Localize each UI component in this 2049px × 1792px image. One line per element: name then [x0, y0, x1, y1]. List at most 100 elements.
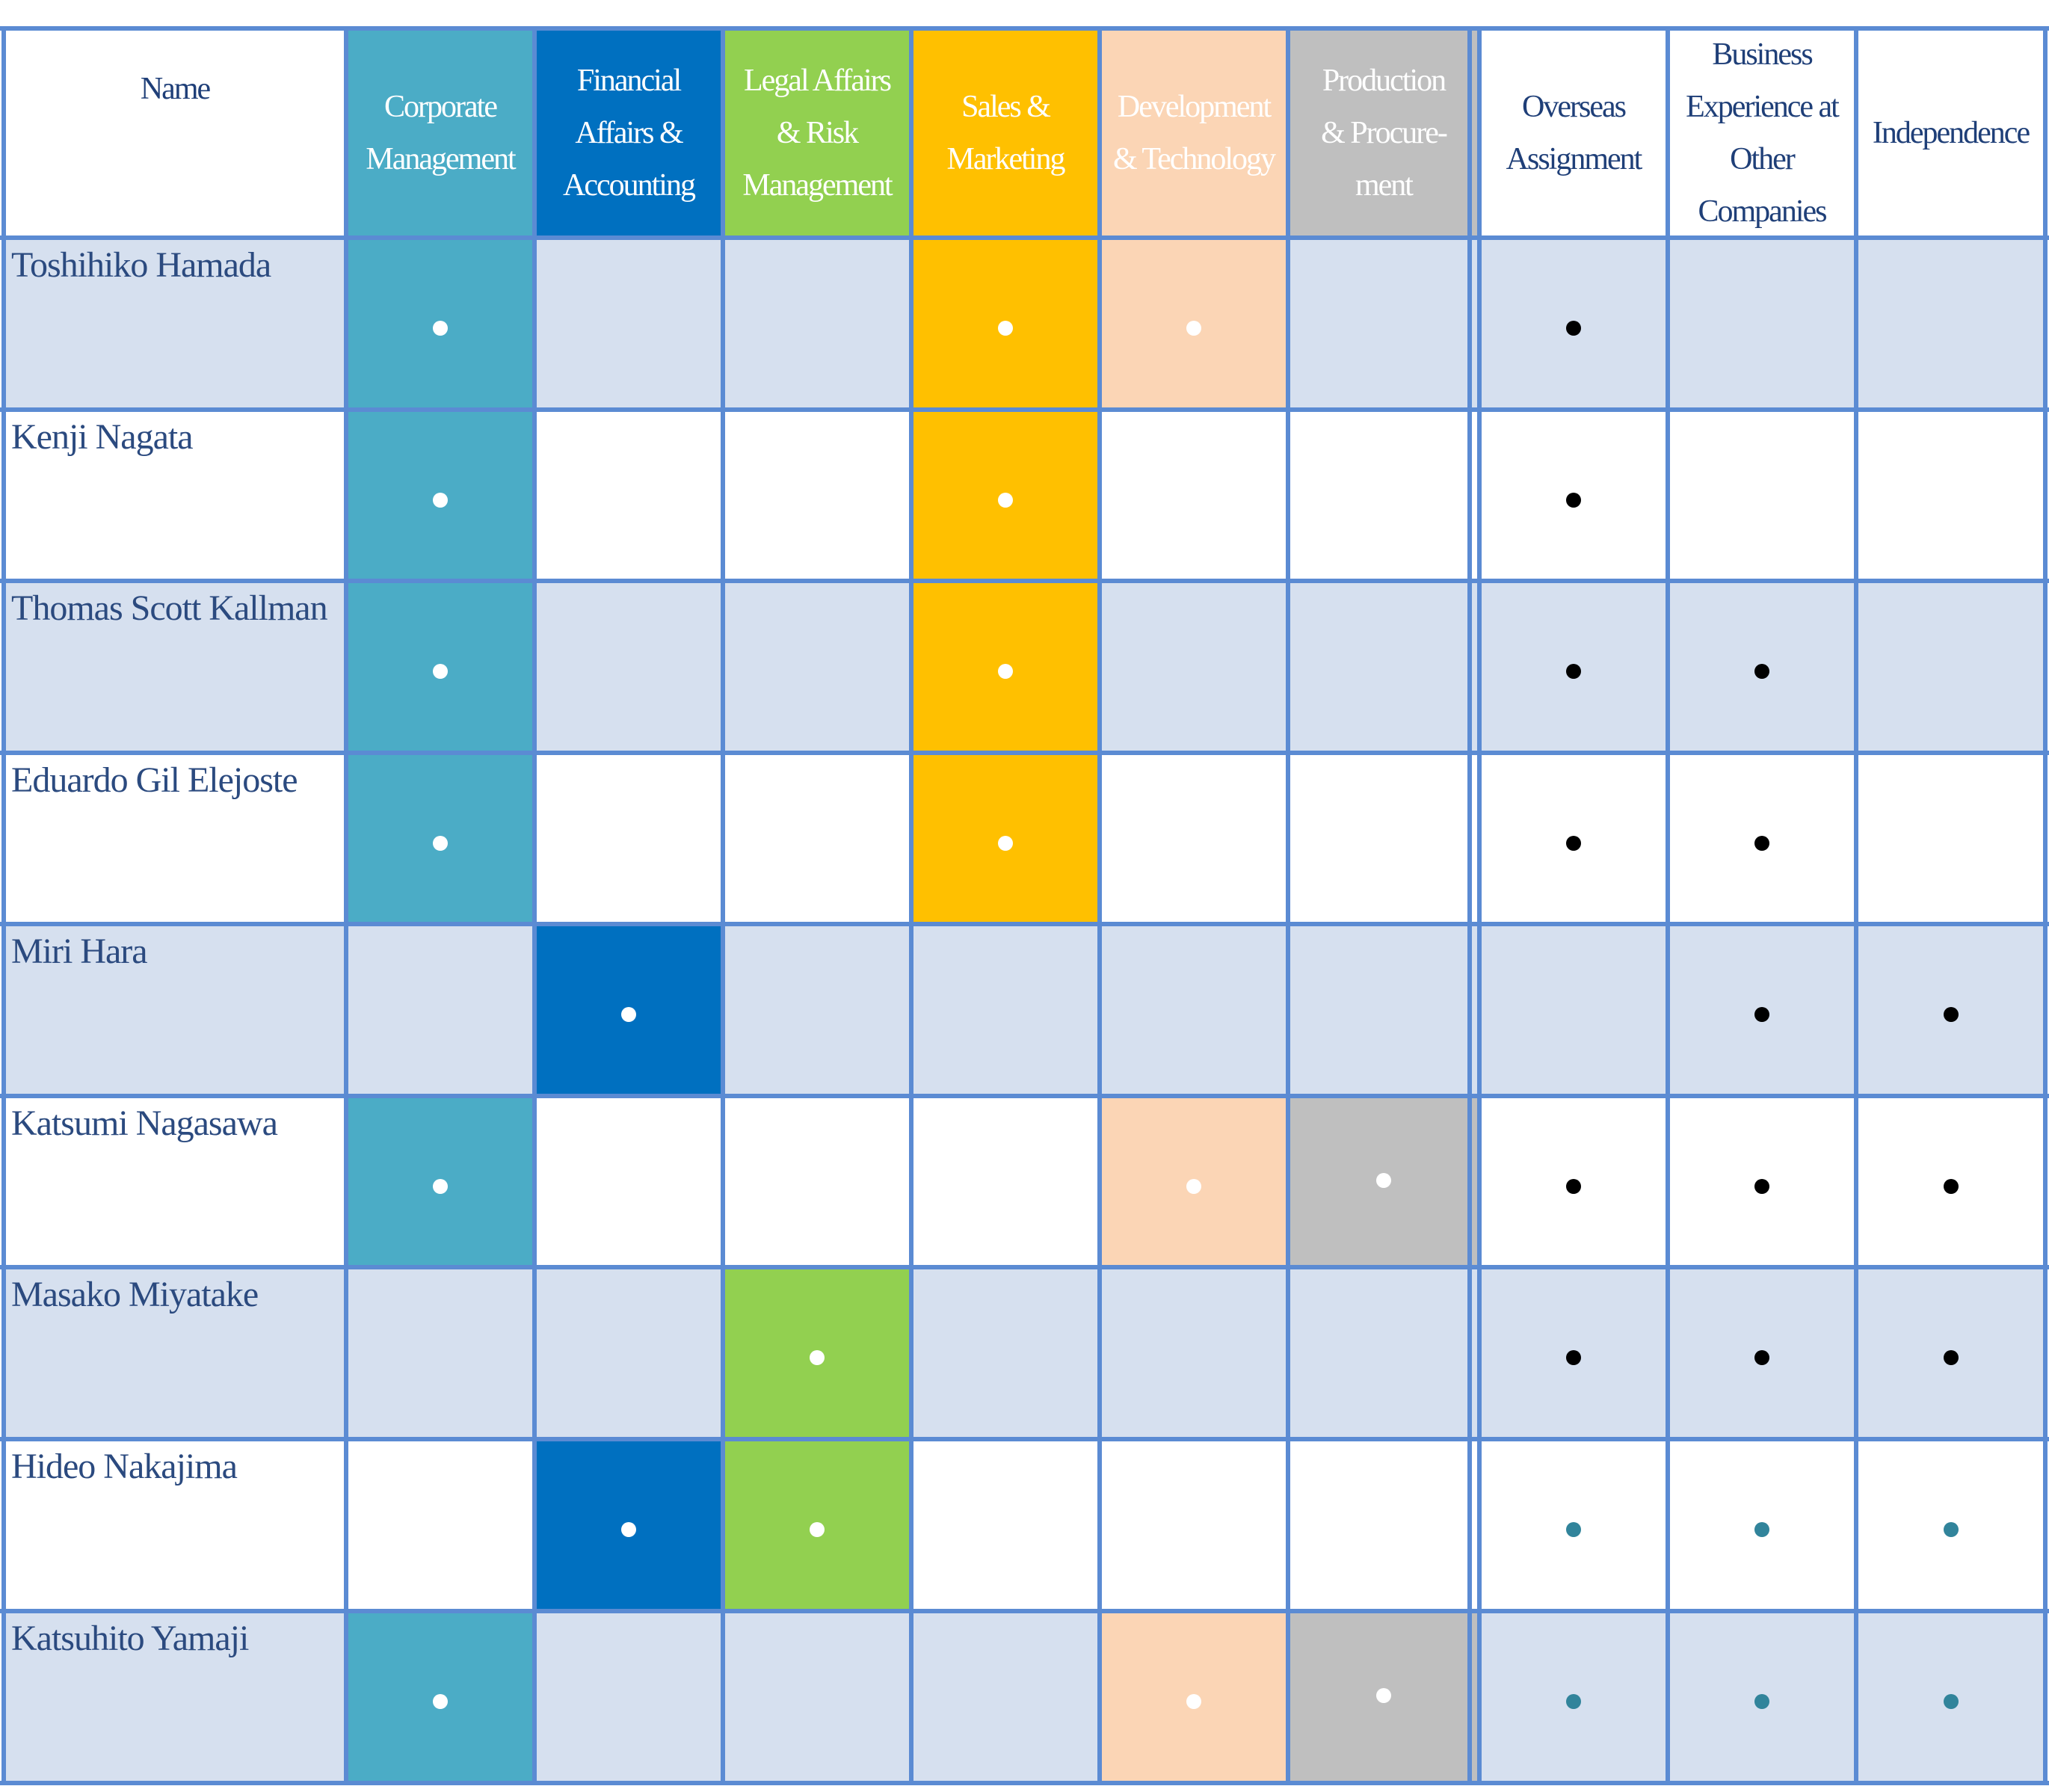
- skill-cell-dev: [1100, 1096, 1288, 1267]
- check-dot: [1566, 1178, 1581, 1194]
- skill-cell-corp: [346, 753, 534, 924]
- attr-cell-independence: [1856, 1267, 2045, 1439]
- header-attr-label: Independence: [1872, 116, 2030, 150]
- check-dot: [998, 321, 1013, 336]
- check-dot: [1376, 1172, 1391, 1188]
- skill-cell-fin: [534, 753, 723, 924]
- skill-cell-sales: [911, 1611, 1100, 1783]
- grid-line-horizontal: [0, 1437, 2049, 1441]
- skill-cell-corp: [346, 1439, 534, 1611]
- check-dot: [810, 1522, 825, 1537]
- grid-line-horizontal: [0, 1609, 2049, 1613]
- check-dot: [1943, 1522, 1959, 1537]
- grid-line-vertical: [1097, 26, 1102, 1785]
- attr-cell-overseas: [1479, 1267, 1668, 1439]
- grid-line-vertical: [721, 26, 725, 1785]
- check-dot: [998, 835, 1013, 851]
- skill-cell-legal: [723, 1267, 911, 1439]
- attr-cell-independence: [1856, 410, 2045, 581]
- skill-cell-corp: [346, 410, 534, 581]
- header-attr-business: Business Experience at Other Companies: [1668, 28, 1856, 238]
- attr-cell-business: [1668, 1439, 1856, 1611]
- skill-cell-dev: [1100, 1267, 1288, 1439]
- grid-line-horizontal: [0, 922, 2049, 926]
- header-skill-label: Corporate Management: [366, 90, 516, 176]
- header-attr-independence: Independence: [1856, 28, 2045, 238]
- table-row-name: Hideo Nakajima: [4, 1439, 346, 1611]
- check-dot: [433, 1178, 448, 1194]
- skill-cell-prod: [1288, 753, 1479, 924]
- check-dot: [1754, 1178, 1769, 1194]
- skill-cell-legal: [723, 410, 911, 581]
- header-skill-fin: Financial Affairs & Accounting: [534, 28, 723, 238]
- grid-line-vertical: [344, 26, 348, 1785]
- skill-cell-legal: [723, 1611, 911, 1783]
- header-skill-legal: Legal Affairs & Risk Management: [723, 28, 911, 238]
- check-dot: [1754, 664, 1769, 679]
- skill-cell-legal: [723, 581, 911, 753]
- grid-line-horizontal: [0, 1265, 2049, 1269]
- attr-cell-independence: [1856, 1439, 2045, 1611]
- attr-cell-independence: [1856, 1096, 2045, 1267]
- attr-cell-independence: [1856, 238, 2045, 410]
- skill-cell-corp: [346, 1611, 534, 1783]
- check-dot: [1566, 321, 1581, 336]
- attr-cell-business: [1668, 238, 1856, 410]
- attr-cell-independence: [1856, 1611, 2045, 1783]
- skill-cell-fin: [534, 410, 723, 581]
- check-dot: [1754, 835, 1769, 851]
- check-dot: [1943, 1694, 1959, 1709]
- header-skill-label: Financial Affairs & Accounting: [563, 64, 696, 203]
- attr-cell-business: [1668, 410, 1856, 581]
- grid-line-vertical: [532, 26, 537, 1785]
- header-attr-label: Business Experience at Other Companies: [1686, 37, 1840, 229]
- check-dot: [1943, 1007, 1959, 1022]
- attr-cell-overseas: [1479, 238, 1668, 410]
- attr-cell-business: [1668, 924, 1856, 1096]
- skill-cell-corp: [346, 1267, 534, 1439]
- skill-cell-prod: [1288, 1439, 1479, 1611]
- header-skill-sales: Sales & Marketing: [911, 28, 1100, 238]
- attr-cell-overseas: [1479, 410, 1668, 581]
- header-skill-label: Sales & Marketing: [946, 90, 1066, 176]
- skill-cell-legal: [723, 753, 911, 924]
- check-dot: [810, 1350, 825, 1365]
- skill-cell-legal: [723, 1439, 911, 1611]
- table-row-name: Eduardo Gil Elejoste: [4, 753, 346, 924]
- table-row-name: Thomas Scott Kallman: [4, 581, 346, 753]
- skill-cell-corp: [346, 924, 534, 1096]
- table-row-name: Masako Miyatake: [4, 1267, 346, 1439]
- table-row-name: Miri Hara: [4, 924, 346, 1096]
- grid-line-vertical: [909, 26, 913, 1785]
- check-dot: [998, 492, 1013, 508]
- header-skill-prod: Production & Procure- ment: [1288, 28, 1479, 238]
- grid-separator-double: [1467, 26, 1472, 1785]
- grid-line-vertical: [1, 26, 6, 1785]
- grid-line-horizontal: [0, 1781, 2049, 1785]
- header-name: Name: [4, 28, 346, 238]
- attr-cell-business: [1668, 1267, 1856, 1439]
- check-dot: [433, 664, 448, 679]
- attr-cell-overseas: [1479, 1611, 1668, 1783]
- attr-cell-overseas: [1479, 1439, 1668, 1611]
- check-dot: [1376, 1688, 1391, 1703]
- check-dot: [621, 1522, 636, 1537]
- skill-cell-fin: [534, 1611, 723, 1783]
- skill-cell-prod: [1288, 1096, 1479, 1267]
- check-dot: [1186, 1178, 1201, 1194]
- attr-cell-overseas: [1479, 581, 1668, 753]
- skill-cell-legal: [723, 924, 911, 1096]
- skill-cell-sales: [911, 238, 1100, 410]
- attr-cell-independence: [1856, 581, 2045, 753]
- check-dot: [1566, 835, 1581, 851]
- table-row-name: Katsumi Nagasawa: [4, 1096, 346, 1267]
- skill-cell-legal: [723, 1096, 911, 1267]
- header-attr-label: Overseas Assignment: [1506, 90, 1643, 176]
- check-dot: [433, 1694, 448, 1709]
- grid-line-vertical: [1286, 26, 1290, 1785]
- skill-cell-prod: [1288, 924, 1479, 1096]
- attr-cell-overseas: [1479, 753, 1668, 924]
- check-dot: [1566, 664, 1581, 679]
- check-dot: [433, 835, 448, 851]
- grid-line-vertical: [1666, 26, 1670, 1785]
